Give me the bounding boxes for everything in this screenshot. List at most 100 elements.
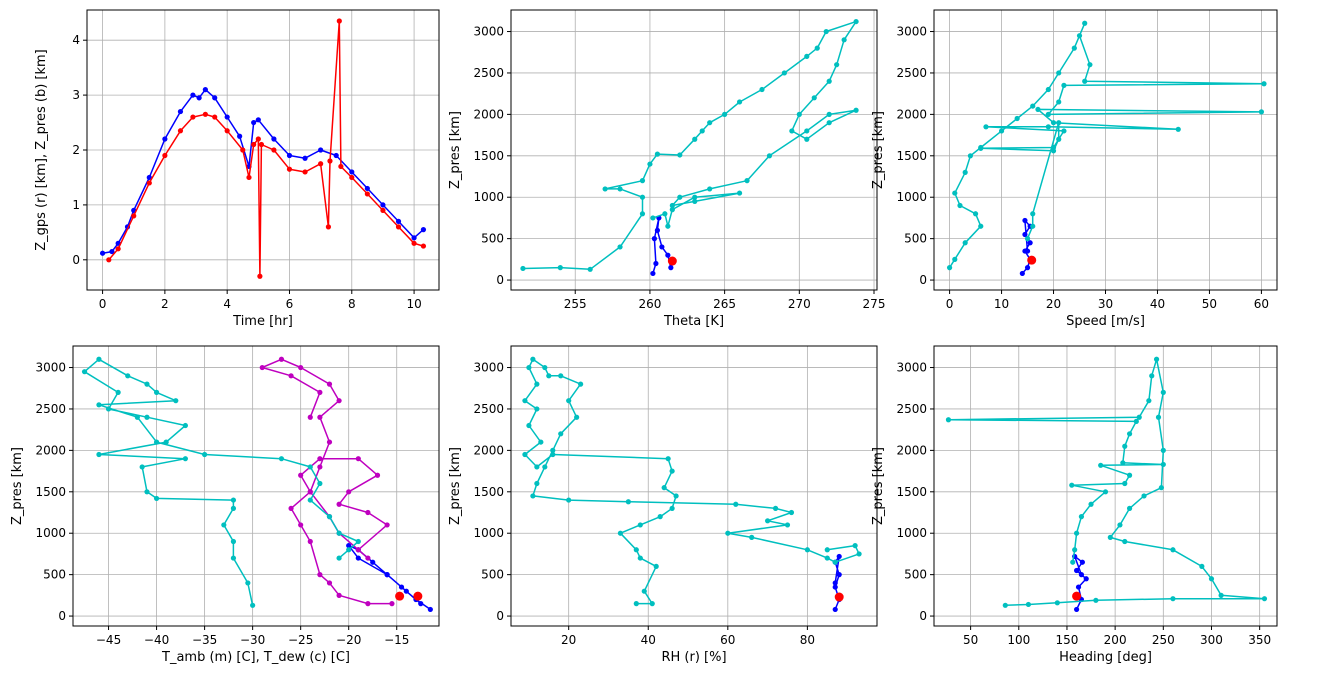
x-axis-label: Speed [m/s] (1066, 314, 1145, 329)
data-point-cyan (1050, 120, 1057, 126)
data-point-blue (411, 235, 417, 241)
x-tick-label: 0 (946, 297, 954, 311)
data-point-red (202, 111, 208, 117)
series-line-blue (102, 88, 424, 254)
data-point-cyan (96, 402, 102, 408)
data-point-cyan (1045, 111, 1051, 117)
y-tick-label: 1000 (35, 526, 66, 540)
data-point-cyan (826, 120, 832, 126)
data-point-cyan (250, 602, 256, 608)
data-point-cyan (639, 178, 646, 184)
data-point-cyan (307, 464, 313, 470)
data-point-red (420, 243, 427, 249)
y-tick-label: 0 (919, 273, 927, 287)
y-tick-label: 3000 (896, 25, 927, 39)
y-tick-label: 1 (72, 198, 80, 212)
data-point-blue (654, 227, 660, 233)
data-point-cyan (96, 356, 102, 362)
data-point-cyan (804, 136, 810, 142)
data-point-cyan (1120, 460, 1126, 466)
chart-height-vs-speed: 0 10 20 30 40 50 60 0 500 1000 1500 2000 2500 3000 Spe… (871, 9, 1278, 329)
x-tick-label: 40 (641, 633, 656, 647)
data-point-cyan (1149, 373, 1155, 379)
data-point-cyan (1126, 505, 1133, 511)
x-tick-label: 270 (788, 297, 811, 311)
data-point-cyan (522, 451, 528, 458)
data-point-cyan (978, 145, 984, 151)
y-tick-label: 500 (904, 232, 927, 246)
data-point-blue (836, 553, 842, 560)
data-point-cyan (633, 547, 639, 553)
x-tick-label: 60 (1254, 297, 1269, 311)
data-point-cyan (1078, 514, 1085, 520)
data-point-magenta (317, 572, 323, 578)
data-point-cyan (647, 161, 653, 167)
y-tick-label: 0 (496, 609, 504, 623)
x-axis-label: Time [hr] (232, 314, 293, 329)
data-point-cyan (662, 211, 668, 217)
data-point-blue (832, 580, 838, 586)
data-point-cyan (1261, 81, 1267, 87)
x-tick-label: 50 (1202, 297, 1217, 311)
data-point-cyan (749, 534, 755, 540)
data-point-cyan (278, 456, 285, 462)
data-point-cyan (1160, 461, 1166, 468)
data-point-cyan (1073, 530, 1080, 536)
x-tick-label: 10 (994, 297, 1009, 311)
data-point-blue (271, 136, 277, 142)
data-point-red (146, 180, 152, 186)
data-point-blue (380, 202, 386, 208)
data-point-cyan (804, 128, 810, 134)
data-point-cyan (650, 215, 656, 221)
x-axis-label: Heading [deg] (1059, 650, 1152, 665)
data-point-cyan (677, 194, 683, 200)
data-point-cyan (673, 493, 679, 499)
data-point-red (327, 158, 333, 164)
data-point-magenta (374, 472, 381, 478)
y-tick-label: 2500 (896, 402, 927, 416)
data-point-cyan (153, 495, 160, 502)
marker-point (1072, 591, 1082, 601)
data-point-cyan (1158, 485, 1164, 491)
data-point-blue (832, 584, 838, 590)
data-point-cyan (534, 381, 540, 387)
data-point-cyan (823, 28, 829, 35)
data-point-magenta (326, 580, 333, 586)
data-point-cyan (1136, 414, 1142, 420)
data-point-cyan (1087, 62, 1093, 68)
data-point-cyan (617, 530, 624, 536)
x-tick-label: 150 (1056, 633, 1079, 647)
data-point-cyan (639, 194, 646, 200)
y-axis-label: Z_pres [km] (448, 111, 463, 189)
data-point-cyan (665, 456, 671, 462)
marker-point (413, 591, 423, 601)
data-point-cyan (1045, 124, 1051, 130)
series-line-cyan (948, 22, 1265, 268)
data-point-magenta (365, 555, 371, 561)
data-point-cyan (856, 551, 862, 557)
axes-frame (510, 345, 878, 627)
x-tick-label: 265 (713, 297, 736, 311)
x-tick-label: 255 (564, 297, 587, 311)
data-point-cyan (781, 70, 787, 76)
data-point-cyan (1082, 78, 1088, 84)
data-point-cyan (1117, 522, 1123, 528)
y-tick-label: 2500 (473, 402, 504, 416)
data-point-cyan (824, 547, 830, 553)
data-point-magenta (298, 472, 304, 478)
data-point-cyan (1093, 597, 1099, 603)
data-point-blue (418, 601, 424, 607)
data-point-cyan (957, 202, 963, 209)
data-point-cyan (1218, 592, 1224, 598)
data-point-cyan (1208, 576, 1215, 582)
data-point-magenta (317, 389, 323, 395)
y-tick-label: 0 (72, 253, 80, 267)
data-point-cyan (125, 373, 131, 379)
y-tick-label: 3000 (35, 361, 66, 375)
data-point-cyan (764, 518, 771, 524)
data-point-red (338, 163, 344, 170)
data-point-cyan (546, 373, 552, 379)
chart-svg: 50 100 150 200 250 300 350 0 500 1000 1500 2000 2500… (871, 345, 1278, 665)
data-point-red (106, 257, 112, 263)
